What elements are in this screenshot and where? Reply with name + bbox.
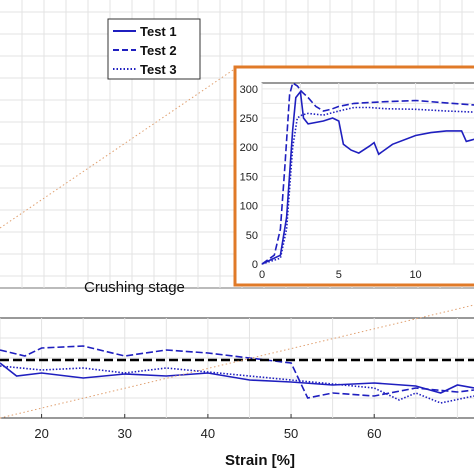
- inset-y-tick-label: 50: [246, 230, 258, 242]
- main-x-tick-label: 30: [118, 426, 132, 441]
- inset-y-tick-label: 300: [240, 84, 258, 96]
- inset-x-tick-label: 10: [409, 269, 421, 281]
- inset-series: [261, 81, 474, 265]
- inset-y-tick-label: 200: [240, 142, 258, 154]
- inset-y-tick-label: 100: [240, 201, 258, 213]
- inset-y-tick-label: 0: [252, 259, 258, 271]
- legend-label-test-3: Test 3: [140, 62, 177, 77]
- main-plot: 20 30 40 50 60 Strain [%]: [0, 317, 474, 469]
- legend-label-test-1: Test 1: [140, 24, 177, 39]
- inset-y-tick-label: 150: [240, 171, 258, 183]
- main-series-test-3: [0, 365, 474, 404]
- inset-x-tick-label: 0: [259, 269, 265, 281]
- main-series-test-2: [0, 345, 474, 399]
- main-series: [0, 345, 474, 404]
- inset-plot-area: [261, 82, 474, 265]
- inset-y-tick-label: 250: [240, 113, 258, 125]
- zoom-guide-lower: [0, 304, 474, 419]
- main-x-tick-label: 60: [367, 426, 381, 441]
- legend: Test 1 Test 2 Test 3: [107, 18, 201, 80]
- crushing-stage-annotation: Crushing stage: [84, 279, 185, 296]
- main-x-tick-label: 20: [34, 426, 48, 441]
- inset-series-test-2: [261, 81, 474, 265]
- main-x-tick-label: 40: [201, 426, 215, 441]
- legend-label-test-2: Test 2: [140, 43, 177, 58]
- main-x-tick-label: 50: [284, 426, 298, 441]
- inset-series-test-1: [261, 89, 474, 265]
- inset-grid: [261, 83, 474, 265]
- main-plot-area: [0, 317, 474, 419]
- x-axis-label: Strain [%]: [225, 452, 295, 469]
- main-x-ticks: 20 30 40 50 60: [34, 414, 381, 441]
- inset-series-test-3: [261, 106, 474, 265]
- inset-x-tick-label: 5: [336, 269, 342, 281]
- zoom-guides: [0, 67, 474, 419]
- main-series-test-1: [0, 362, 474, 394]
